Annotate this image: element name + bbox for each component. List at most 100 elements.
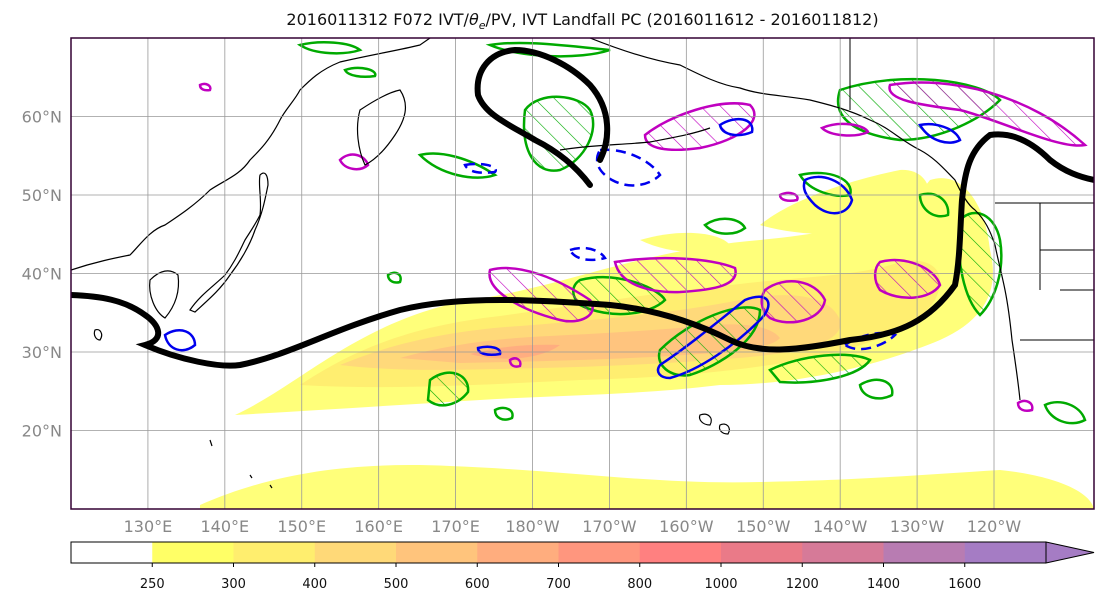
title-suffix: /PV, IVT Landfall PC (2016011612 - 20160…: [485, 10, 879, 29]
ivt-band-north: [760, 169, 930, 235]
title-theta: θ: [468, 10, 479, 29]
colorbar-tick-label: 1000: [704, 577, 737, 592]
ivt-anomaly-contour: [819, 122, 870, 137]
pv-hatch-region: [426, 371, 470, 407]
hawaii: [718, 423, 730, 435]
colorbar-segment: [802, 542, 884, 563]
colorbar-tick-label: 300: [221, 577, 246, 592]
ivt-anomaly-contour: [1016, 399, 1034, 412]
magenta-contours: [198, 82, 1034, 412]
lon-label: 130°E: [124, 517, 173, 536]
chart-title: 2016011312 F072 IVT/θe/PV, IVT Landfall …: [0, 10, 1105, 32]
ivt-anomaly-contour: [198, 82, 212, 92]
colorbar-segment: [558, 542, 641, 563]
colorbar-tick-label: 1400: [867, 577, 900, 592]
colorbar-segment: [71, 542, 153, 563]
ivt-band-mid: [640, 232, 730, 252]
colorbar-segment: [883, 542, 966, 563]
theta-e-contour: [163, 329, 197, 352]
ivt-anomaly-hatch: [888, 81, 1088, 147]
theta-e-contour: [568, 246, 607, 262]
pv-contour: [343, 66, 377, 78]
lon-label: 140°W: [813, 517, 868, 536]
pv-hatch-region: [657, 306, 762, 377]
lat-label: 20°N: [22, 422, 62, 441]
lon-label: 150°E: [277, 517, 326, 536]
lat-label: 40°N: [22, 265, 62, 284]
lon-label: 160°W: [659, 517, 714, 536]
colorbar-segment: [396, 542, 478, 563]
asia-coast: [71, 38, 431, 271]
hawaii: [698, 413, 712, 426]
korea: [149, 270, 180, 319]
colorbar-segment: [964, 542, 1047, 563]
lon-label: 170°W: [582, 517, 637, 536]
ivt-anomaly-hatch: [760, 280, 827, 324]
colorbar-segment: [477, 542, 559, 563]
colorbar-tick-label: 1200: [786, 577, 819, 592]
pv-contour: [1043, 401, 1087, 425]
lon-label: 140°E: [201, 517, 250, 536]
latitude-labels: 60°N 50°N 40°N 30°N 20°N: [22, 108, 62, 441]
colorbar-tick-label: 250: [140, 577, 165, 592]
lon-label: 180°W: [505, 517, 560, 536]
theta-e-contour: [918, 123, 962, 144]
pv-hatch-region: [768, 353, 872, 384]
theta-e-contour: [463, 162, 498, 174]
aleutians: [559, 127, 711, 151]
lon-label: 130°W: [890, 517, 945, 536]
pv-contour: [858, 378, 894, 400]
pv-contour: [417, 152, 498, 179]
pv-contour: [485, 41, 611, 58]
colorbar-tick-label: 700: [546, 577, 571, 592]
lon-label: 150°W: [736, 517, 791, 536]
lon-label: 120°W: [967, 517, 1022, 536]
ivt-anomaly-contour: [508, 357, 522, 368]
taiwan: [93, 329, 103, 341]
colorbar-tick-label: 400: [302, 577, 327, 592]
pv-contour: [918, 192, 950, 218]
pv-contour: [386, 271, 402, 284]
lat-label: 60°N: [22, 108, 62, 127]
lon-label: 170°E: [431, 517, 480, 536]
colorbar: 250 300 400 500 600 700 800 1000 1200 1400 1600: [70, 541, 1095, 592]
pv-contour: [493, 406, 514, 421]
colorbar-segment: [721, 542, 803, 563]
pv-contour: [703, 217, 747, 235]
colorbar-tick-label: 600: [465, 577, 490, 592]
colorbar-segment: [152, 542, 234, 563]
landfall-pc-line: [71, 131, 1094, 369]
north-america-west-coast: [994, 244, 1021, 401]
ivt-anomaly-contour: [338, 153, 370, 171]
political-borders: [849, 38, 1094, 341]
title-prefix: 2016011312 F072 IVT/: [286, 10, 469, 29]
ivt-anomaly-hatch: [488, 266, 594, 323]
longitude-labels: 130°E 140°E 150°E 160°E 170°E 180°W 170°W 160°W…: [124, 517, 1022, 536]
map-frame: [70, 37, 1095, 510]
pv-contour: [296, 41, 363, 55]
ivt-band-south: [200, 465, 1094, 509]
ivt-anomaly-hatch: [613, 256, 737, 294]
colorbar-segment: [639, 542, 722, 563]
japan: [189, 172, 269, 313]
colorbar-segment: [233, 542, 316, 563]
colorbar-segment: [314, 542, 397, 563]
lat-label: 30°N: [22, 343, 62, 362]
colorbar-extend-arrow: [1045, 541, 1095, 564]
pv-hatch-region: [957, 211, 1003, 317]
pacific-islands: [209, 439, 273, 489]
kamchatka: [356, 89, 407, 166]
title-theta-sub: e: [478, 19, 486, 33]
theta-e-contour: [595, 148, 662, 187]
green-contours: [296, 41, 1087, 425]
theta-e-contour: [656, 295, 770, 380]
theta-e-contour: [718, 117, 754, 137]
landfall-pc-line-north: [474, 46, 611, 188]
ivt-anomaly-contour: [778, 191, 799, 203]
pv-hatch-region: [522, 95, 595, 172]
colorbar-tick-label: 800: [627, 577, 652, 592]
colorbar-tick-label: 1600: [948, 577, 981, 592]
theta-e-contour: [842, 331, 898, 351]
colorbar-tick-label: 500: [384, 577, 409, 592]
